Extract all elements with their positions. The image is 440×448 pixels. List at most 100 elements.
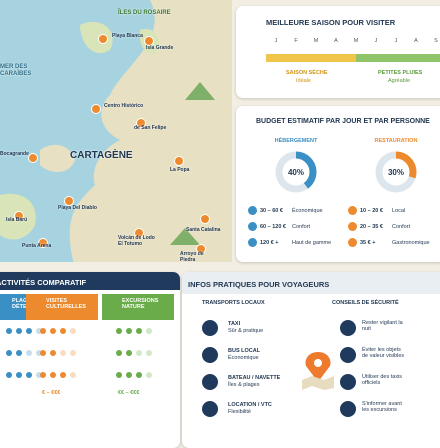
group-title: RESTAURATION [374, 138, 418, 144]
tip: Rester vigilant la nuit [362, 320, 403, 333]
month: J [394, 38, 398, 44]
item-note: Flexibilité [228, 409, 251, 415]
percent: 40% [287, 168, 304, 177]
map-marker [91, 104, 101, 114]
dot [26, 328, 32, 334]
place-label: Bocagrande [0, 151, 29, 157]
month: J [374, 38, 378, 44]
item-title: TAXI [228, 321, 241, 327]
dot [136, 350, 142, 356]
dot [126, 350, 132, 356]
map-marker [64, 196, 74, 206]
icon [348, 238, 357, 247]
icon [340, 347, 356, 363]
icon [202, 374, 218, 390]
donut-arc [275, 151, 317, 193]
map-label: MER DES CARAÏBES [0, 64, 32, 77]
place-label: La Popa [170, 167, 190, 173]
item-title: LOCATION / VTC [228, 402, 272, 408]
price: 35 € + [360, 240, 376, 246]
dot [6, 372, 12, 378]
dot [136, 328, 142, 334]
place-label: Punta Arena [22, 243, 52, 249]
icon [202, 347, 218, 363]
donut [375, 151, 417, 193]
icon [248, 206, 257, 215]
icon [202, 320, 218, 336]
dot [26, 372, 32, 378]
dry-bar [266, 54, 356, 62]
dot [70, 372, 76, 378]
dot [116, 328, 122, 334]
map-marker [200, 214, 210, 224]
dot [50, 328, 56, 334]
dot [50, 372, 56, 378]
month: A [334, 38, 338, 44]
month: M [313, 38, 319, 44]
tier: Confort [292, 224, 311, 230]
note: Idéale [296, 78, 311, 84]
label: PETITES PLUIES [378, 70, 423, 76]
month: S [434, 38, 438, 44]
icon [348, 206, 357, 215]
dot [40, 372, 46, 378]
month: J [274, 38, 278, 44]
place-label: Centro Histórico [104, 103, 144, 109]
tier: Local [392, 208, 406, 214]
column-head: EXCURSIONS NATURE [102, 294, 174, 320]
activities-card: ACTIVITÉS COMPARATIF PLAGES & DÉTENTEVIS… [0, 272, 180, 448]
rain-bar [356, 54, 440, 62]
icon [340, 320, 356, 336]
map [0, 0, 232, 268]
month: A [414, 38, 418, 44]
place-label: Playa Blanca [112, 33, 143, 39]
dot [16, 350, 22, 356]
map-marker [174, 156, 184, 166]
map-marker [98, 34, 108, 44]
icon [202, 401, 218, 417]
donut [275, 151, 317, 193]
icon [340, 374, 356, 390]
dot [40, 328, 46, 334]
icon [248, 222, 257, 231]
place-label: Santa Catalina [186, 227, 221, 233]
column-head: VISITES CULTURELLES [26, 294, 98, 320]
price: € – €€€ [42, 390, 61, 396]
title: MEILLEURE SAISON POUR VISITER [266, 18, 396, 27]
dot [136, 372, 142, 378]
icon [348, 222, 357, 231]
subtitle: TRANSPORTS LOCAUX [202, 300, 265, 306]
icon [248, 238, 257, 247]
dot [146, 350, 152, 356]
map-marker [134, 228, 144, 238]
tier: Haut de gamme [292, 240, 332, 246]
dot [60, 328, 66, 334]
item-title: BATEAU / NAVETTE [228, 375, 281, 381]
map-label: CARTAGÈNE [70, 150, 133, 161]
item-title: BUS LOCAL [228, 348, 261, 354]
title: ACTIVITÉS COMPARATIF [0, 278, 87, 287]
place-label: Arroyo de Piedra [180, 251, 204, 263]
budget-card: BUDGET ESTIMATIF PAR JOUR ET PAR PERSONN… [236, 106, 440, 262]
place-label: de San Felipe [134, 125, 167, 131]
tip: Utiliser des taxis officiels [362, 374, 403, 387]
map-marker [14, 211, 24, 221]
dot [26, 350, 32, 356]
dot [36, 350, 42, 356]
dot [16, 372, 22, 378]
place-label: Playa Del Diablo [58, 205, 97, 211]
map-marker [136, 118, 146, 128]
tip: Éviter les objets de valeur visibles [362, 347, 405, 360]
donut-arc [375, 151, 417, 193]
dot [50, 350, 56, 356]
dot [36, 328, 42, 334]
dot [6, 328, 12, 334]
pin [302, 352, 334, 390]
price: 120 € + [260, 240, 279, 246]
tip: S'informer avant les excursions [362, 401, 402, 414]
map-marker [196, 244, 206, 254]
note: Agréable [388, 78, 411, 84]
dot [116, 372, 122, 378]
